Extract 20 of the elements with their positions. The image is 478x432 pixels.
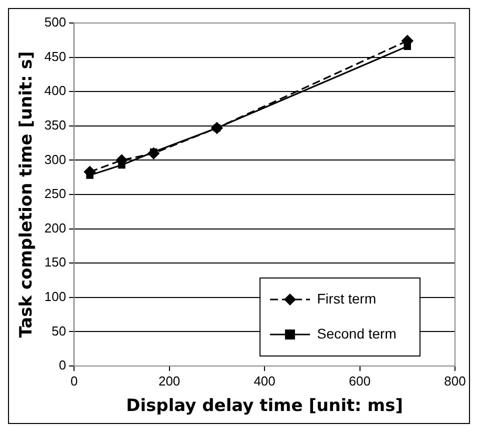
y-tick-label: 300 bbox=[44, 152, 66, 167]
x-axis-title: Display delay time [unit: ms] bbox=[126, 396, 403, 416]
legend-label: First term bbox=[317, 290, 376, 306]
y-tick-label: 250 bbox=[44, 186, 66, 202]
x-tick-label: 800 bbox=[444, 373, 466, 388]
y-tick-label: 400 bbox=[44, 83, 66, 98]
y-tick-label: 450 bbox=[44, 48, 66, 64]
y-tick-label: 500 bbox=[44, 14, 66, 30]
y-tick-label: 150 bbox=[44, 254, 66, 270]
x-tick-label: 400 bbox=[254, 373, 276, 388]
x-tick-label: 600 bbox=[348, 373, 371, 388]
y-tick-label: 100 bbox=[44, 288, 66, 304]
x-tick-label: 200 bbox=[158, 373, 180, 388]
y-tick-label: 0 bbox=[58, 358, 66, 373]
y-tick-label: 200 bbox=[44, 220, 66, 236]
y-axis-title: Task completion time [unit: s] bbox=[16, 51, 37, 338]
y-tick-label: 50 bbox=[52, 323, 66, 338]
x-tick-label: 0 bbox=[70, 373, 78, 388]
legend-label: Second term bbox=[317, 325, 396, 342]
y-tick-label: 350 bbox=[44, 117, 66, 132]
